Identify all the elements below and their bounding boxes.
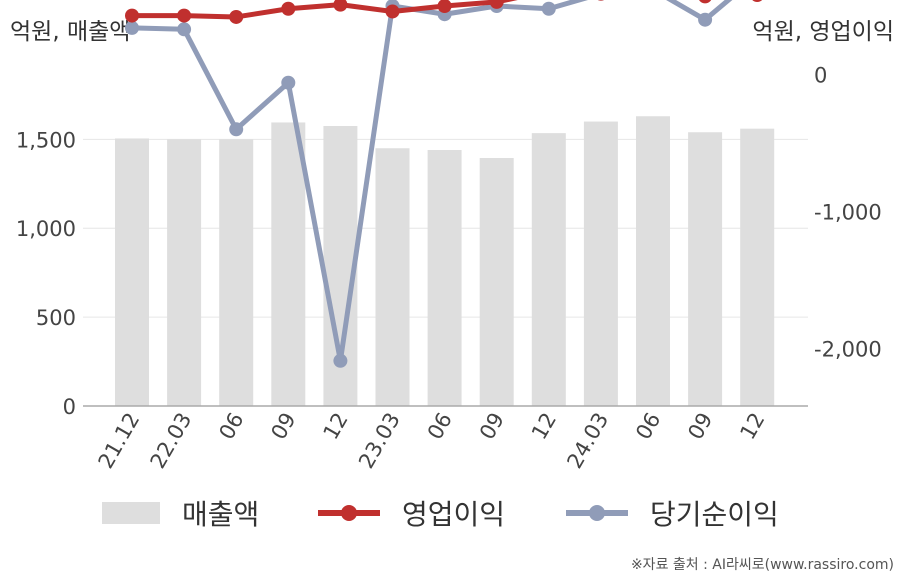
legend-label-operating-profit: 영업이익 [402, 498, 506, 531]
x-tick-label: 09 [683, 409, 717, 444]
point-영업이익 [385, 4, 400, 19]
x-tick-label: 06 [423, 409, 457, 444]
bar-매출액 [427, 150, 462, 406]
x-tick-label: 23.03 [354, 409, 405, 473]
point-당기순이익 [541, 1, 556, 16]
right-axis-unit: 억원, 영업이익 [752, 19, 894, 45]
point-당기순이익 [229, 122, 244, 137]
bar-매출액 [636, 116, 670, 406]
legend-label-sales: 매출액 [182, 498, 260, 531]
point-영업이익 [597, 0, 604, 1]
point-영업이익 [281, 1, 296, 16]
x-tick-label: 12 [319, 409, 353, 444]
x-tick-label: 22.03 [146, 409, 197, 473]
bar-매출액 [479, 158, 514, 406]
legend-swatch-sales [102, 502, 160, 524]
point-영업이익 [229, 9, 244, 24]
chart-legend: 매출액 영업이익 당기순이익 [0, 493, 908, 533]
bar-매출액 [375, 148, 410, 406]
point-영업이익 [333, 0, 348, 12]
x-tick-label: 09 [266, 409, 300, 444]
point-당기순이익 [125, 20, 139, 35]
bar-매출액 [688, 132, 723, 406]
point-영업이익 [489, 0, 504, 9]
x-tick-label: 06 [214, 409, 248, 444]
point-당기순이익 [333, 353, 348, 368]
x-tick-label: 09 [475, 409, 509, 444]
bar-매출액 [740, 128, 775, 406]
bar-매출액 [115, 138, 149, 406]
legend-swatch-operating-profit [318, 502, 380, 524]
right-tick-label: -2,000 [814, 337, 882, 361]
bar-매출액 [583, 121, 618, 407]
point-당기순이익 [698, 12, 713, 27]
left-tick-label: 0 [63, 395, 76, 419]
right-tick-label: -1,000 [814, 200, 882, 224]
source-credit: ※자료 출처 : AI라씨로(www.rassiro.com) [630, 557, 894, 573]
point-영업이익 [699, 0, 712, 4]
left-tick-label: 1,500 [16, 128, 76, 152]
point-영업이익 [177, 8, 192, 23]
x-tick-label: 21.12 [93, 409, 144, 473]
chart-plot: 0 500 1,000 1,500 0 -1,000 -2,000 21.12 22.03 06 0… [16, 0, 882, 473]
point-당기순이익 [177, 22, 192, 37]
point-영업이익 [437, 0, 452, 13]
bar-매출액 [167, 139, 202, 407]
legend-item-operating-profit: 영업이익 [318, 493, 505, 533]
x-tick-label: 12 [735, 409, 769, 444]
legend-label-net-income: 당기순이익 [650, 498, 779, 531]
x-tick-label: 12 [527, 409, 561, 444]
left-axis-unit: 억원, 매출액 [10, 19, 131, 45]
legend-swatch-net-income [566, 502, 628, 524]
legend-item-net-income: 당기순이익 [566, 493, 779, 533]
right-tick-label: 0 [814, 63, 827, 87]
point-당기순이익 [281, 75, 296, 90]
x-tick-label: 24.03 [562, 409, 613, 473]
left-tick-label: 1,000 [16, 217, 76, 241]
bar-매출액 [219, 139, 254, 407]
bar-매출액 [271, 122, 306, 406]
x-tick-label: 06 [631, 409, 665, 444]
left-tick-label: 500 [36, 306, 76, 330]
bar-매출액 [531, 133, 566, 406]
legend-item-sales: 매출액 [102, 493, 259, 533]
point-영업이익 [125, 8, 139, 23]
point-영업이익 [752, 0, 763, 3]
